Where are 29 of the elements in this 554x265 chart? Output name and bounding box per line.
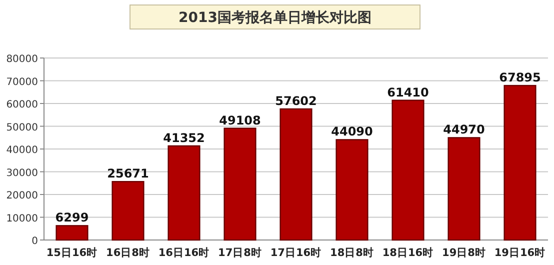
chart-title: 2013国考报名单日增长对比图	[178, 10, 372, 26]
data-label: 57602	[275, 94, 317, 108]
y-tick-label: 60000	[6, 100, 38, 110]
x-tick-label: 18日16时	[382, 246, 434, 259]
x-tick-label: 18日8时	[330, 246, 374, 259]
data-label: 67895	[499, 70, 541, 85]
x-tick-label: 16日16时	[158, 246, 210, 259]
data-label: 61410	[387, 85, 429, 100]
x-tick-label: 19日16时	[494, 246, 546, 259]
data-label: 41352	[163, 130, 205, 145]
y-tick-label: 50000	[6, 122, 38, 134]
y-tick-label: 10000	[6, 213, 38, 224]
data-label: 6299	[55, 210, 89, 225]
y-tick-label: 40000	[6, 145, 38, 156]
data-label: 44090	[331, 124, 373, 139]
y-tick-label: 70000	[6, 76, 38, 88]
x-tick-label: 17日16时	[270, 246, 322, 259]
y-tick-label: 80000	[6, 54, 38, 65]
x-tick-label: 16日8时	[106, 246, 150, 259]
data-label: 44970	[443, 122, 485, 137]
y-tick-label: 20000	[6, 190, 38, 202]
y-tick-label: 0	[32, 236, 38, 247]
title: 2013国考报名单日增长对比图	[130, 4, 420, 30]
data-label: 25671	[107, 166, 149, 181]
data-label: 49108	[219, 113, 261, 128]
y-tick-label: 30000	[6, 168, 38, 179]
x-tick-label: 15日16时	[46, 246, 98, 259]
x-tick-label: 17日8时	[218, 246, 262, 259]
x-tick-label: 19日8时	[442, 246, 486, 259]
